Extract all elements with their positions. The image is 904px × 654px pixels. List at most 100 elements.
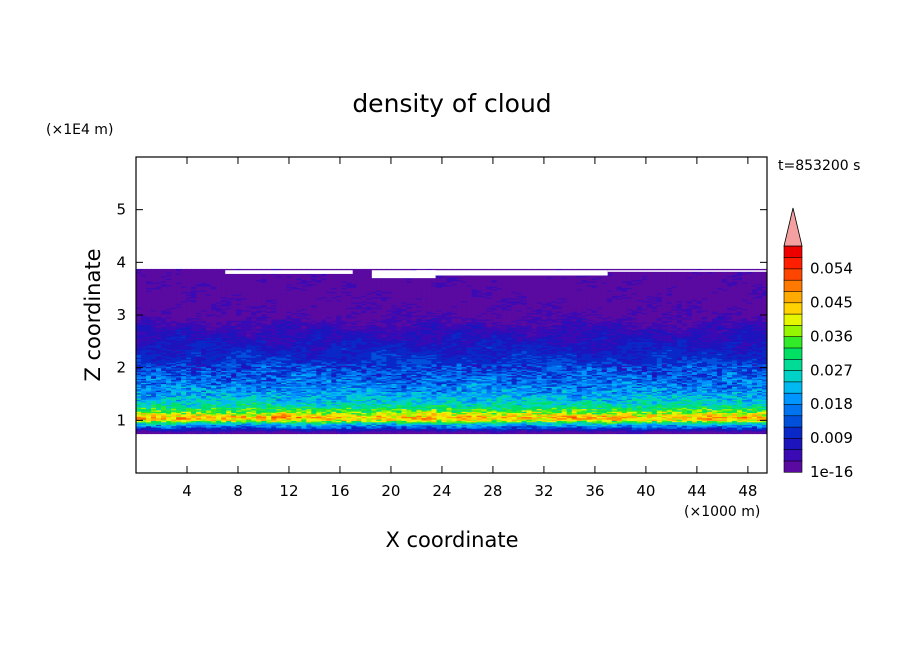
density-cell [466,422,473,425]
density-cell [221,420,227,423]
density-cell [321,429,327,432]
density-cell [416,420,423,423]
density-cell [586,422,593,425]
density-cell [486,420,493,423]
density-cell [731,421,738,424]
density-cell [431,425,438,428]
density-cell [231,413,237,416]
density-cell [391,417,398,420]
density-cell [206,417,212,420]
density-cell [216,429,222,432]
density-cell [206,422,212,425]
density-cell [191,411,197,414]
density-cell [686,426,693,429]
density-cell [511,424,518,427]
density-cell [581,432,588,435]
density-cell [716,421,723,424]
density-cell [701,430,708,433]
density-cell [571,428,578,431]
density-cell [636,417,643,420]
density-cell [401,415,408,417]
density-cell [581,424,588,427]
density-cell [506,432,513,435]
density-cell [671,432,678,435]
density-cell [346,426,352,429]
density-cell [286,428,292,431]
density-cell [316,422,322,425]
density-cell [196,422,202,425]
density-cell [231,430,237,433]
density-cell [411,425,418,428]
density-cell [536,420,543,423]
density-cell [731,430,738,433]
density-cell [676,413,683,416]
density-cell [261,413,267,416]
density-cell [526,413,533,416]
density-cell [486,417,493,420]
density-cell [176,428,182,431]
density-cell [401,425,408,428]
density-cell [286,430,292,433]
density-cell [526,412,533,415]
density-cell [336,416,342,419]
density-cell [281,413,287,416]
density-cell [491,429,498,432]
density-cell [441,426,448,429]
density-cell [551,428,558,431]
density-cell [676,411,683,414]
density-cell [221,413,227,416]
density-cell [221,424,227,427]
density-cell [356,420,362,423]
density-cell [151,415,157,417]
density-cell [541,428,548,431]
density-cell [236,421,242,424]
density-cell [441,428,448,431]
density-cell [446,424,453,427]
density-cell [461,412,468,415]
density-cell [226,413,232,416]
density-cell [531,411,538,414]
density-cell [706,421,713,424]
density-cell [201,416,207,419]
density-cell [401,424,408,427]
density-cell [701,421,708,424]
density-cell [601,432,608,435]
density-cell [726,413,733,416]
density-cell [421,426,428,429]
density-cell [251,416,257,419]
density-cell [641,416,648,419]
density-cell [196,430,202,433]
density-cell [241,416,247,419]
density-cell [566,416,573,419]
density-cell [471,430,478,433]
density-cell [706,430,713,433]
density-cell [246,425,252,428]
density-cell [456,430,463,433]
density-cell [511,412,518,415]
density-cell [301,430,307,433]
density-cell [196,429,202,432]
density-cell [646,420,653,423]
density-cell [271,430,277,433]
density-cell [141,412,147,415]
density-cell [321,413,327,416]
density-cell [181,421,187,424]
density-cell [621,412,628,415]
density-cell [336,421,342,424]
density-cell [571,413,578,416]
density-cell [581,426,588,429]
density-cell [336,422,342,425]
density-cell [156,417,162,420]
density-cell [486,412,493,415]
density-cell [206,409,212,412]
density-cell [436,415,443,417]
density-cell [591,417,598,420]
density-cell [496,421,503,424]
density-cell [706,420,713,423]
density-cell [556,426,563,429]
density-cell [756,428,763,431]
density-cell [636,416,643,419]
density-cell [616,429,623,432]
density-cell [351,421,357,424]
